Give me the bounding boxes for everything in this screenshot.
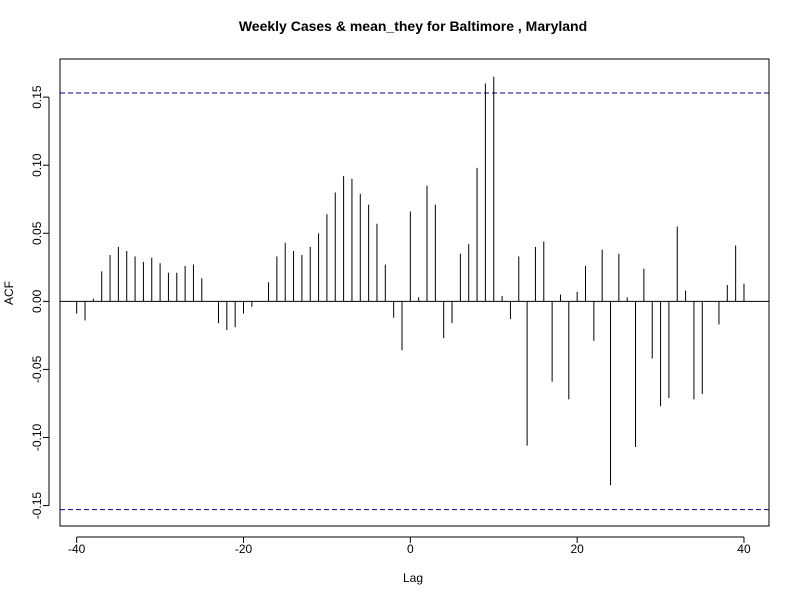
y-tick-label: -0.05 [30, 355, 44, 383]
y-tick-label: 0.10 [30, 153, 44, 177]
x-tick-label: -20 [235, 542, 253, 556]
x-axis-label: Lag [403, 571, 423, 585]
y-tick-label: 0.05 [30, 221, 44, 245]
plot-frame [59, 58, 770, 527]
x-tick-label: 20 [570, 542, 584, 556]
y-tick-label: 0.00 [30, 289, 44, 313]
y-axis-label: ACF [2, 281, 16, 305]
chart-title: Weekly Cases & mean_they for Baltimore ,… [239, 18, 587, 34]
y-tick-label: 0.15 [30, 85, 44, 109]
acf-stems [76, 76, 745, 486]
confidence-bounds [60, 92, 769, 511]
x-tick-label: 40 [737, 542, 751, 556]
y-tick-label: -0.15 [30, 492, 44, 520]
y-tick-label: -0.10 [30, 424, 44, 452]
x-tick-label: 0 [407, 542, 414, 556]
y-axis: -0.15 -0.10 -0.05 0.00 0.05 0.10 0.15 [30, 85, 50, 520]
x-axis: -40 -20 0 20 40 [68, 536, 751, 556]
x-tick-label: -40 [68, 542, 86, 556]
